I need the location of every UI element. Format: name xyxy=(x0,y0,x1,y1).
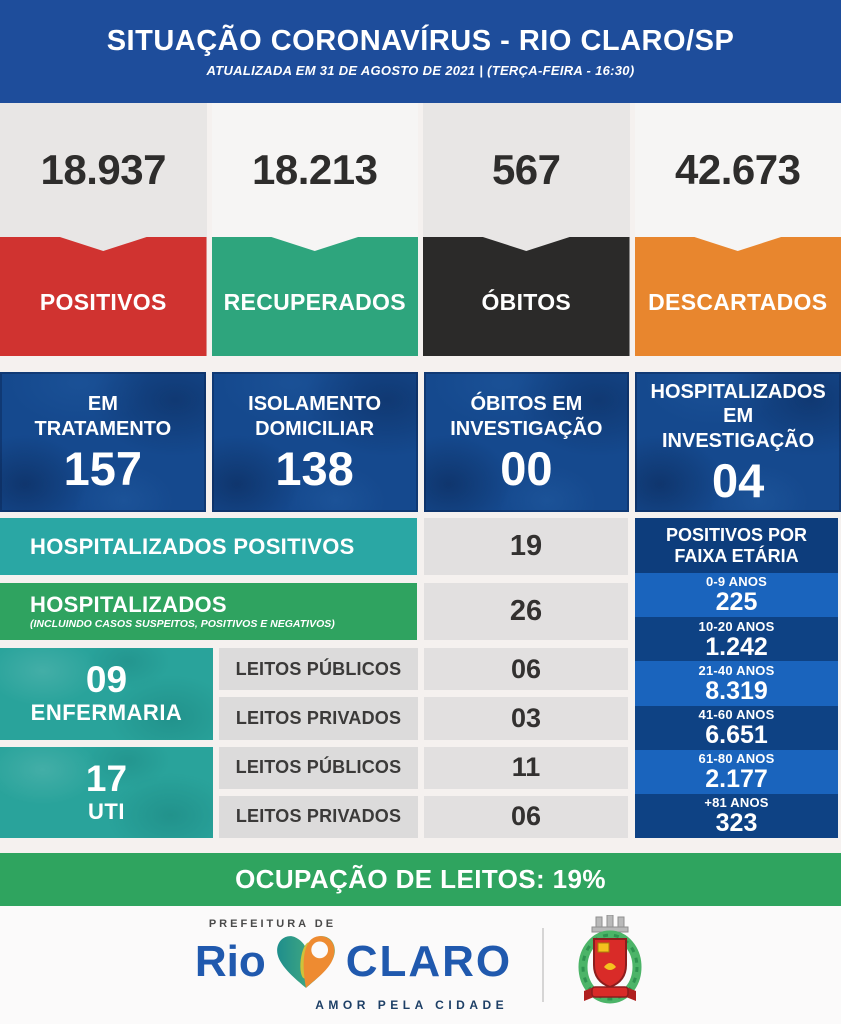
label-line: ISOLAMENTO xyxy=(248,393,382,416)
summary-cards-row: 18.937 POSITIVOS 18.213 RECUPERADOS 567 … xyxy=(0,103,841,356)
label-line: INVESTIGAÇÃO xyxy=(450,417,603,440)
uti-name: UTI xyxy=(88,798,125,824)
card-obitos: 567 ÓBITOS xyxy=(423,103,630,356)
card-recuperados: 18.213 RECUPERADOS xyxy=(211,103,418,356)
logo-tagline: AMOR PELA CIDADE xyxy=(315,998,509,1012)
label-line: EM INVESTIGAÇÃO xyxy=(662,405,815,452)
enfermaria-privados-value: 03 xyxy=(424,697,628,740)
prefeitura-logo: PREFEITURA DE Rio xyxy=(195,918,512,1012)
label-line: ÓBITOS EM xyxy=(470,393,583,416)
positivos-label: POSITIVOS xyxy=(0,237,207,356)
uti-privados-value: 06 xyxy=(424,795,628,838)
age-row-10-20: 10-20 ANOS 1.242 xyxy=(635,617,838,662)
hospitalizados-investigacao-label: HOSPITALIZADOS EM INVESTIGAÇÃO xyxy=(647,380,829,453)
em-tratamento-label: EM TRATAMENTO xyxy=(35,392,172,441)
age-row-0-9: 0-9 ANOS 225 xyxy=(635,573,838,618)
footer-divider xyxy=(542,928,545,1002)
positivos-count: 18.937 xyxy=(40,146,167,193)
em-tratamento-count: 157 xyxy=(63,441,143,495)
isolamento-count: 138 xyxy=(275,441,354,495)
city-crest-icon xyxy=(574,914,646,1016)
enfermaria-publicos-label: LEITOS PÚBLICOS xyxy=(219,648,418,691)
recuperados-label: RECUPERADOS xyxy=(211,237,418,356)
descartados-count: 42.673 xyxy=(675,146,801,193)
label-line: TRATAMENTO xyxy=(34,417,172,440)
logo-rio-text: Rio xyxy=(194,936,266,986)
row-label: HOSPITALIZADOS POSITIVOS xyxy=(30,533,355,559)
enfermaria-count: 09 xyxy=(85,659,128,701)
updated-timestamp: ATUALIZADA EM 31 DE AGOSTO DE 2021 | (TE… xyxy=(206,63,635,78)
age-groups-panel: POSITIVOS POR FAIXA ETÁRIA 0-9 ANOS 225 … xyxy=(635,518,838,839)
box-hospitalizados-investigacao: HOSPITALIZADOS EM INVESTIGAÇÃO 04 xyxy=(635,372,841,512)
label-line: EM xyxy=(87,393,118,416)
age-range: +81 ANOS xyxy=(704,795,769,811)
isolamento-label: ISOLAMENTO DOMICILIAR xyxy=(248,392,381,441)
uti-publicos-label: LEITOS PÚBLICOS xyxy=(219,746,418,789)
age-row-41-60: 41-60 ANOS 6.651 xyxy=(635,705,838,750)
box-obitos-investigacao: ÓBITOS EM INVESTIGAÇÃO 00 xyxy=(424,372,630,512)
logo-prefix: PREFEITURA DE xyxy=(208,918,337,930)
enfermaria-publicos-value: 06 xyxy=(424,648,628,691)
hospitalizados-positivos-bar: HOSPITALIZADOS POSITIVOS xyxy=(0,518,417,575)
hospitalizados-total-bar: HOSPITALIZADOS (INCLUINDO CASOS SUSPEITO… xyxy=(0,583,417,640)
uti-publicos-value: 11 xyxy=(424,746,628,789)
row-hospitalizados-total: HOSPITALIZADOS (INCLUINDO CASOS SUSPEITO… xyxy=(0,583,628,640)
hospital-section: HOSPITALIZADOS POSITIVOS 19 HOSPITALIZAD… xyxy=(0,518,841,839)
logo-cityline: Rio CLARO xyxy=(195,928,512,995)
age-value: 1.242 xyxy=(705,632,768,661)
beds-grid: 09 ENFERMARIA LEITOS PÚBLICOS 06 LEITOS … xyxy=(0,648,628,838)
card-positivos: 18.937 POSITIVOS xyxy=(0,103,207,356)
age-range: 61-80 ANOS xyxy=(698,751,775,767)
descartados-label: DESCARTADOS xyxy=(634,237,841,356)
obitos-investigacao-label: ÓBITOS EM INVESTIGAÇÃO xyxy=(450,392,602,441)
age-row-81-plus: +81 ANOS 323 xyxy=(635,793,838,839)
hospital-table: HOSPITALIZADOS POSITIVOS 19 HOSPITALIZAD… xyxy=(0,518,628,838)
box-em-tratamento: EM TRATAMENTO 157 xyxy=(0,372,206,512)
page-title: SITUAÇÃO CORONAVÍRUS - RIO CLARO/SP xyxy=(106,25,735,57)
age-range: 10-20 ANOS xyxy=(698,618,775,634)
enfermaria-privados-label: LEITOS PRIVADOS xyxy=(219,697,418,740)
row-hospitalizados-positivos: HOSPITALIZADOS POSITIVOS 19 xyxy=(0,518,628,575)
age-value: 6.651 xyxy=(705,720,768,749)
age-range: 21-40 ANOS xyxy=(698,662,775,678)
box-isolamento-domiciliar: ISOLAMENTO DOMICILIAR 138 xyxy=(212,372,418,512)
recuperados-count: 18.213 xyxy=(252,146,378,193)
logo-claro-text: CLARO xyxy=(345,936,513,986)
hospitalizados-positivos-value: 19 xyxy=(424,518,628,575)
heart-pin-icon xyxy=(268,928,344,995)
age-range: 41-60 ANOS xyxy=(698,706,775,722)
row-label: HOSPITALIZADOS xyxy=(30,591,227,617)
age-value: 225 xyxy=(715,588,758,617)
label-line: DOMICILIAR xyxy=(255,417,375,440)
uti-count: 17 xyxy=(85,757,128,799)
occupancy-banner: OCUPAÇÃO DE LEITOS: 19% xyxy=(0,853,841,906)
age-value: 2.177 xyxy=(705,765,768,794)
footer: PREFEITURA DE Rio xyxy=(0,906,841,1024)
age-row-21-40: 21-40 ANOS 8.319 xyxy=(635,661,838,706)
row-sublabel: (INCLUINDO CASOS SUSPEITOS, POSITIVOS E … xyxy=(30,618,335,631)
hospitalizados-investigacao-count: 04 xyxy=(711,454,765,508)
ward-uti: 17 UTI xyxy=(0,746,213,838)
obitos-label: ÓBITOS xyxy=(423,237,630,356)
status-boxes-row: EM TRATAMENTO 157 ISOLAMENTO DOMICILIAR … xyxy=(0,372,841,505)
age-groups-title: POSITIVOS POR FAIXA ETÁRIA xyxy=(635,518,838,573)
header-banner: SITUAÇÃO CORONAVÍRUS - RIO CLARO/SP ATUA… xyxy=(0,0,841,103)
hospitalizados-total-value: 26 xyxy=(424,583,628,640)
age-value: 323 xyxy=(715,809,758,838)
uti-privados-label: LEITOS PRIVADOS xyxy=(219,795,418,838)
obitos-investigacao-count: 00 xyxy=(500,441,553,495)
label-line: HOSPITALIZADOS xyxy=(650,381,826,403)
age-value: 8.319 xyxy=(705,676,768,705)
ward-enfermaria: 09 ENFERMARIA xyxy=(0,648,213,740)
card-descartados: 42.673 DESCARTADOS xyxy=(634,103,841,356)
obitos-count: 567 xyxy=(491,146,561,193)
age-range: 0-9 ANOS xyxy=(705,574,768,590)
enfermaria-name: ENFERMARIA xyxy=(30,700,183,726)
age-row-61-80: 61-80 ANOS 2.177 xyxy=(635,749,838,794)
